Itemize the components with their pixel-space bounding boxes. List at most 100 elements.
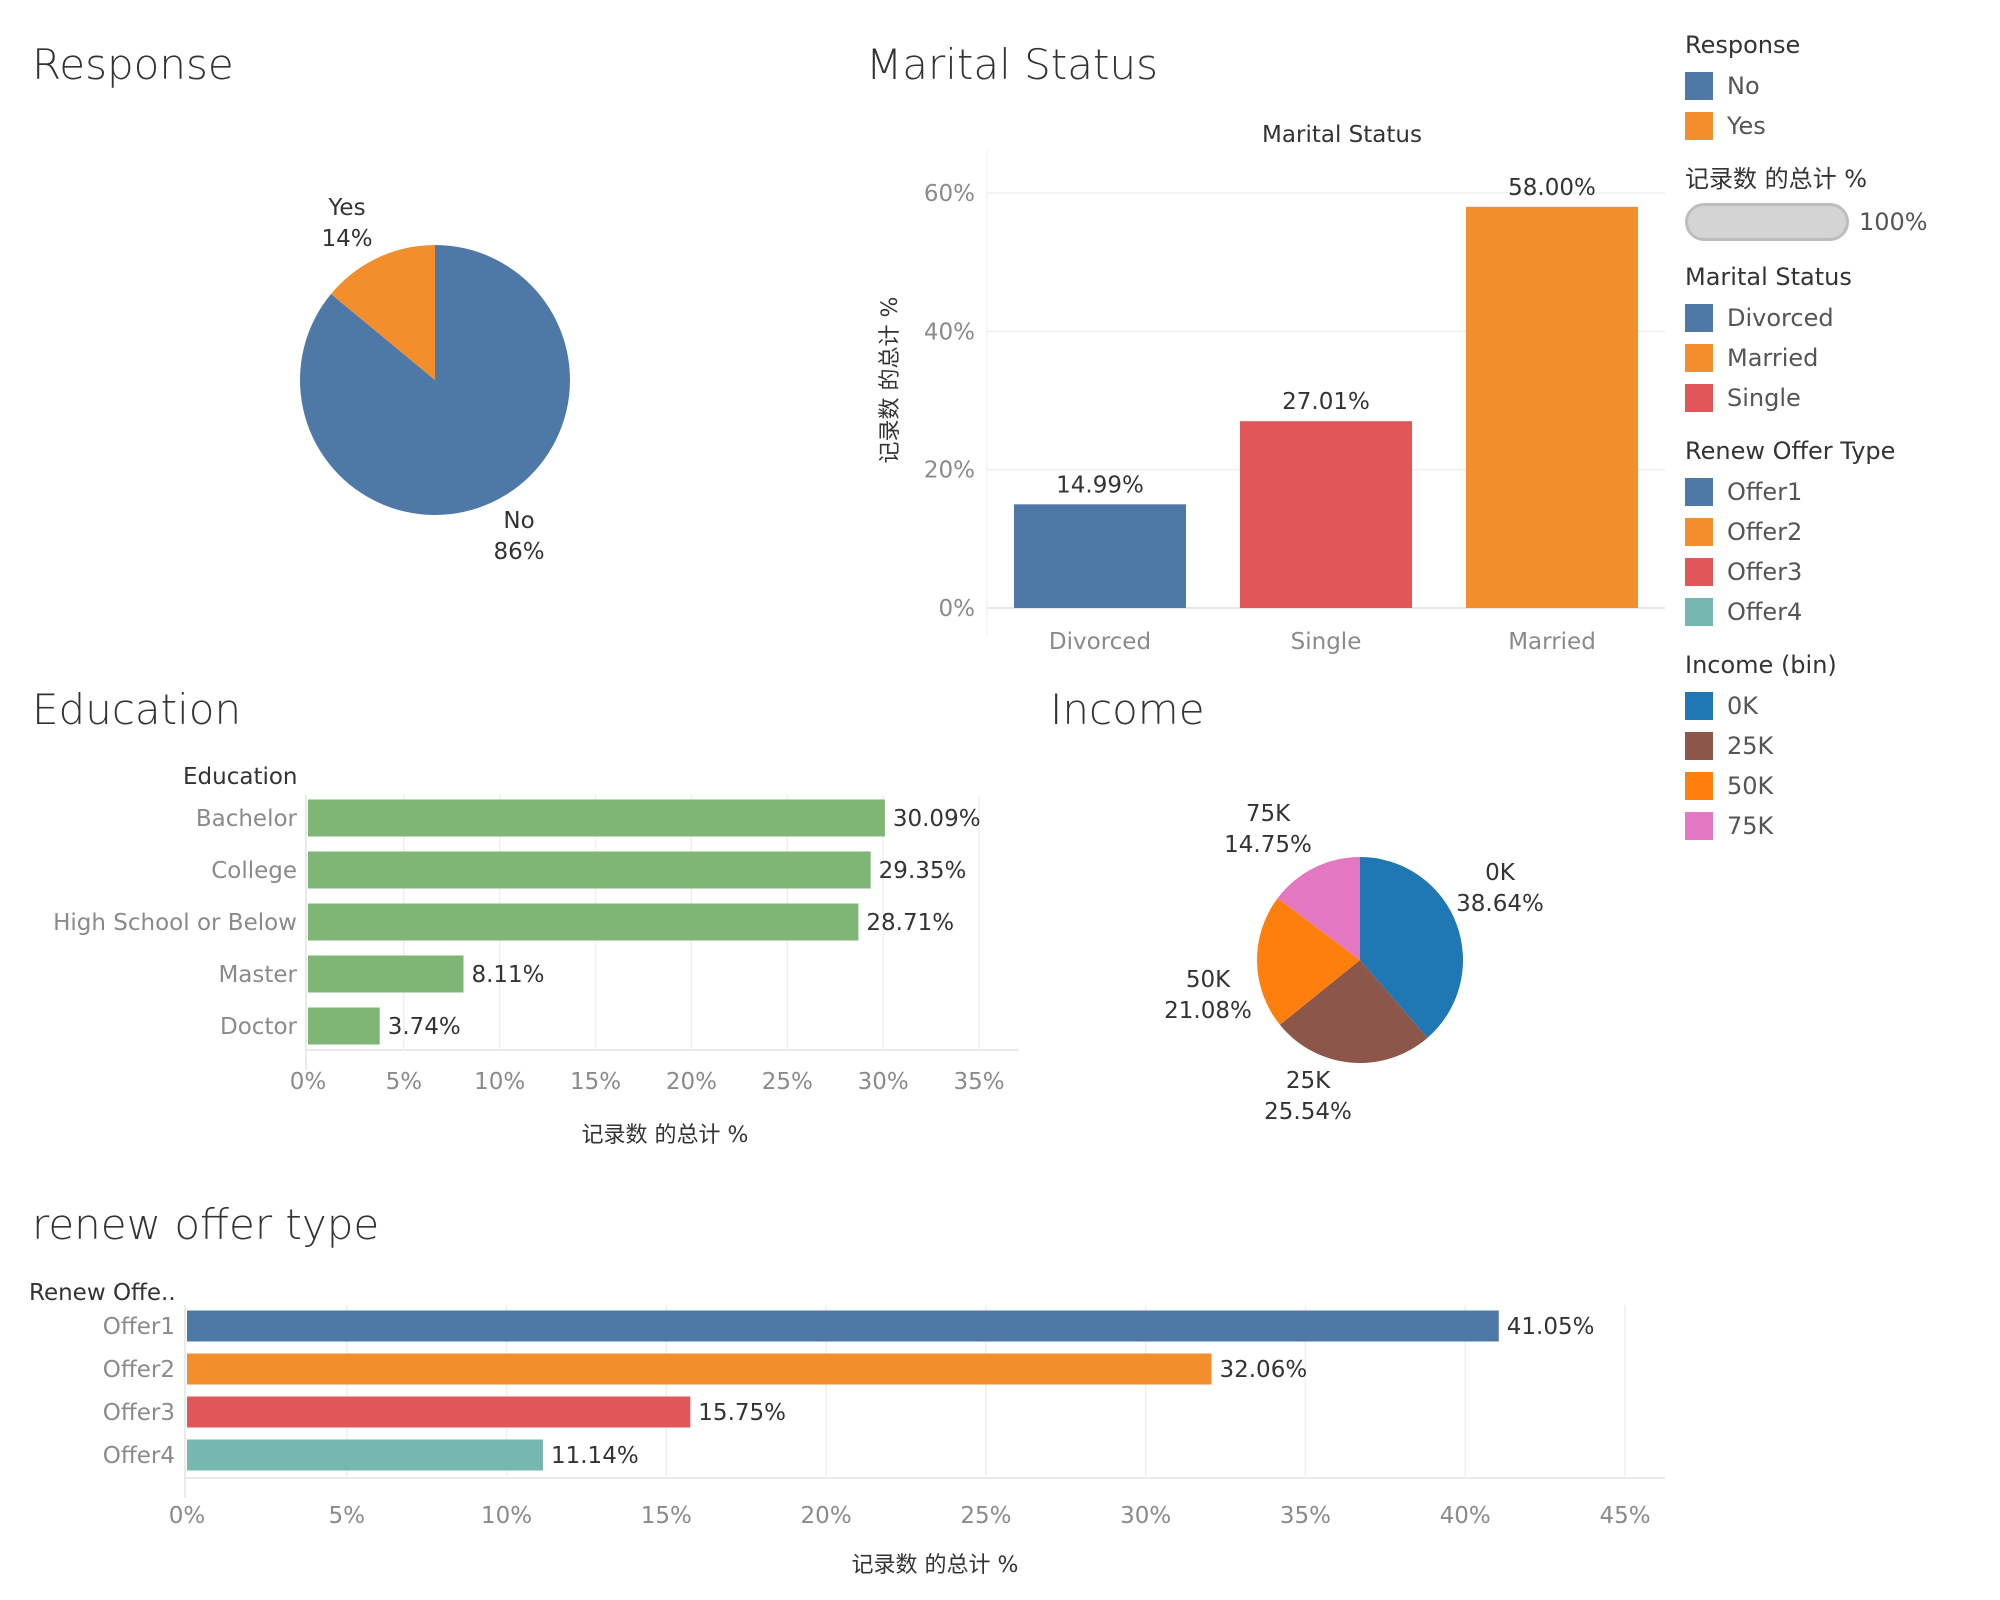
marital-bar-value-divorced: 14.99% [1056, 472, 1144, 498]
percent-slider-value: 100% [1859, 208, 1928, 236]
income-title: Income [1050, 685, 1205, 734]
marital-chart-header: Marital Status [1262, 122, 1422, 148]
income-legend-item-50k[interactable]: 50K [1685, 766, 1985, 806]
education-x-tick-label: 10% [474, 1069, 525, 1095]
education-bar-college[interactable] [308, 851, 871, 889]
marital-legend-item-single[interactable]: Single [1685, 378, 1985, 418]
income-slice-value-50k: 21.08% [1164, 998, 1252, 1024]
renew-bar-value-offer3: 15.75% [698, 1400, 786, 1426]
education-bar-bachelor[interactable] [308, 799, 885, 837]
renew-x-tick-label: 40% [1440, 1503, 1491, 1529]
education-x-tick-label: 35% [953, 1069, 1004, 1095]
marital-bar-value-single: 27.01% [1282, 389, 1370, 415]
marital-bar-value-married: 58.00% [1508, 175, 1596, 201]
income-slice-0k[interactable] [1360, 857, 1463, 1038]
renew-bar-value-offer2: 32.06% [1219, 1357, 1307, 1383]
legend-percent-title: 记录数 的总计 % [1685, 165, 1868, 193]
marital-y-tick-label: 0% [939, 596, 976, 622]
income-slice-label-75k: 75K [1246, 801, 1291, 827]
income-slice-value-0k: 38.64% [1456, 891, 1544, 917]
education-x-tick-label: 30% [858, 1069, 909, 1095]
education-category-label-bachelor: Bachelor [196, 806, 298, 832]
response-slice-yes[interactable] [330, 245, 435, 380]
legend-income: Income (bin) 0K 25K 50K 75K [1685, 650, 1985, 846]
renew-x-tick-label: 35% [1280, 1503, 1331, 1529]
percent-slider-track[interactable] [1685, 203, 1849, 241]
marital-legend-item-married[interactable]: Married [1685, 338, 1985, 378]
education-x-tick-label: 0% [290, 1069, 327, 1095]
education-bar-value-doctor: 3.74% [388, 1014, 461, 1040]
renew-x-tick-label: 10% [481, 1503, 532, 1529]
response-legend-label: Yes [1727, 112, 1766, 140]
color-swatch [1685, 112, 1713, 140]
marital-y-tick-label: 40% [924, 319, 975, 345]
education-x-tick-label: 25% [762, 1069, 813, 1095]
response-legend-item-yes[interactable]: Yes [1685, 106, 1985, 146]
education-x-tick-label: 5% [386, 1069, 423, 1095]
education-bar-value-bachelor: 30.09% [893, 806, 981, 832]
education-category-label-master: Master [218, 962, 297, 988]
marital-bar-married[interactable] [1466, 206, 1638, 608]
color-swatch [1685, 692, 1713, 720]
color-swatch [1685, 518, 1713, 546]
education-bar-high-school-or-below[interactable] [308, 903, 859, 941]
renew-bar-value-offer1: 41.05% [1507, 1314, 1595, 1340]
response-legend-label: No [1727, 72, 1760, 100]
marital-bar-chart: Marital Status 记录数 的总计 % 0% 20% 40% 60% 14.9… [878, 122, 1665, 655]
income-legend-label: 75K [1727, 812, 1774, 840]
renew-bar-offer1[interactable] [187, 1310, 1499, 1342]
income-slice-75k[interactable] [1277, 857, 1360, 960]
marital-bar-single[interactable] [1240, 421, 1412, 608]
income-legend-label: 50K [1727, 772, 1774, 800]
income-legend-item-0k[interactable]: 0K [1685, 686, 1985, 726]
education-bar-value-master: 8.11% [471, 962, 544, 988]
income-slice-label-25k: 25K [1286, 1068, 1331, 1094]
income-legend-label: 25K [1727, 732, 1774, 760]
marital-y-axis-label: 记录数 的总计 % [878, 297, 903, 464]
education-bar-doctor[interactable] [308, 1007, 380, 1045]
legend-renew-title: Renew Offer Type [1685, 437, 1896, 465]
legend-renew: Renew Offer Type Offer1 Offer2 Offer3 Offer… [1685, 436, 1985, 632]
response-title: Response [32, 40, 234, 89]
response-pie-chart: No 86% Yes 14% [300, 195, 570, 565]
income-slice-50k[interactable] [1257, 898, 1360, 1025]
income-slice-label-0k: 0K [1485, 860, 1516, 886]
renew-x-tick-label: 30% [1120, 1503, 1171, 1529]
marital-bar-divorced[interactable] [1014, 504, 1186, 608]
color-swatch [1685, 344, 1713, 372]
marital-legend-label: Married [1727, 344, 1819, 372]
renew-legend-item-offer2[interactable]: Offer2 [1685, 512, 1985, 552]
renew-x-tick-label: 15% [641, 1503, 692, 1529]
color-swatch [1685, 812, 1713, 840]
education-chart-header: Education [183, 764, 298, 790]
income-legend-item-25k[interactable]: 25K [1685, 726, 1985, 766]
renew-legend-item-offer3[interactable]: Offer3 [1685, 552, 1985, 592]
income-legend-item-75k[interactable]: 75K [1685, 806, 1985, 846]
renew-bar-offer2[interactable] [187, 1353, 1212, 1385]
color-swatch [1685, 772, 1713, 800]
percent-range-slider[interactable]: 100% [1685, 200, 1985, 244]
renew-legend-label: Offer1 [1727, 478, 1803, 506]
legend-income-title: Income (bin) [1685, 651, 1837, 679]
color-swatch [1685, 304, 1713, 332]
renew-legend-item-offer4[interactable]: Offer4 [1685, 592, 1985, 632]
response-legend-item-no[interactable]: No [1685, 66, 1985, 106]
legend-marital: Marital Status Divorced Married Single [1685, 262, 1985, 418]
renew-category-label-offer4: Offer4 [103, 1443, 175, 1469]
color-swatch [1685, 558, 1713, 586]
education-category-label-high-school-or-below: High School or Below [53, 910, 297, 936]
response-slice-value-no: 86% [493, 539, 544, 565]
income-slice-25k[interactable] [1279, 960, 1428, 1063]
renew-bar-offer4[interactable] [187, 1439, 543, 1471]
color-swatch [1685, 478, 1713, 506]
marital-x-tick-single: Single [1291, 629, 1362, 655]
marital-legend-item-divorced[interactable]: Divorced [1685, 298, 1985, 338]
color-swatch [1685, 598, 1713, 626]
renew-legend-item-offer1[interactable]: Offer1 [1685, 472, 1985, 512]
income-slice-value-25k: 25.54% [1264, 1099, 1352, 1125]
education-category-label-doctor: Doctor [220, 1014, 298, 1040]
education-bar-master[interactable] [308, 955, 464, 993]
renew-bar-offer3[interactable] [187, 1396, 691, 1428]
color-swatch [1685, 384, 1713, 412]
renew-title: renew offer type [32, 1200, 380, 1249]
